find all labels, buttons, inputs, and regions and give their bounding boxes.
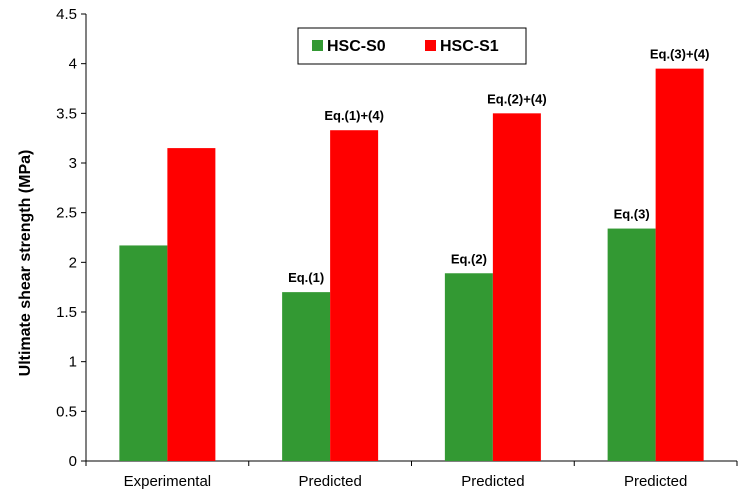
bar-hsc-s1-2 [492,113,541,461]
bar-hsc-s0-2 [444,273,493,461]
legend-box [297,27,527,65]
y-tick-label: 4 [69,56,77,73]
bar-label-hsc-s1-1: Eq.(1)+(4) [324,108,384,123]
bar-label-hsc-s1-3: Eq.(3)+(4) [650,47,710,62]
bar-label-hsc-s1-2: Eq.(2)+(4) [487,91,547,106]
y-tick-label: 0.5 [56,403,77,420]
y-tick-label: 1.5 [56,304,77,321]
bar-hsc-s0-1 [282,292,331,461]
bar-label-hsc-s0-1: Eq.(1) [288,270,324,285]
x-axis: Experimental Predicted Predicted Predicted [85,460,738,490]
y-tick-label: 1 [69,354,77,371]
bar-hsc-s1-1 [330,130,379,461]
bar-label-hsc-s0-2: Eq.(2) [451,251,487,266]
y-tick-label: 0 [69,453,77,470]
legend-label-hsc-s1: HSC-S1 [440,38,499,55]
y-tick-label: 3.5 [56,105,77,122]
y-axis-title: Ultimate shear strength (MPa) [17,150,34,377]
bar-hsc-s0-0 [119,245,168,461]
bar-hsc-s1-3 [655,68,704,461]
x-category-label: Predicted [298,473,361,490]
bar-hsc-s1-0 [167,148,216,461]
bars [119,68,704,461]
legend-label-hsc-s0: HSC-S0 [327,38,386,55]
legend: HSC-S0 HSC-S1 [297,27,527,65]
y-tick-label: 4.5 [56,6,77,23]
x-category-label: Experimental [124,473,212,490]
y-tick-label: 2.5 [56,205,77,222]
bar-label-hsc-s0-3: Eq.(3) [614,207,650,222]
legend-swatch-hsc-s0 [312,40,323,51]
bar-labels: Eq.(1) Eq.(2) Eq.(3) Eq.(1)+(4) Eq.(2)+(4) Eq… [288,47,710,285]
y-axis: 0 0.5 1 1.5 2 2.5 3 3.5 4 4.5 [56,6,87,470]
bar-hsc-s0-3 [607,228,656,461]
y-tick-label: 2 [69,254,77,271]
legend-swatch-hsc-s1 [425,40,436,51]
y-tick-label: 3 [69,155,77,172]
x-category-label: Predicted [624,473,687,490]
x-category-label: Predicted [461,473,524,490]
